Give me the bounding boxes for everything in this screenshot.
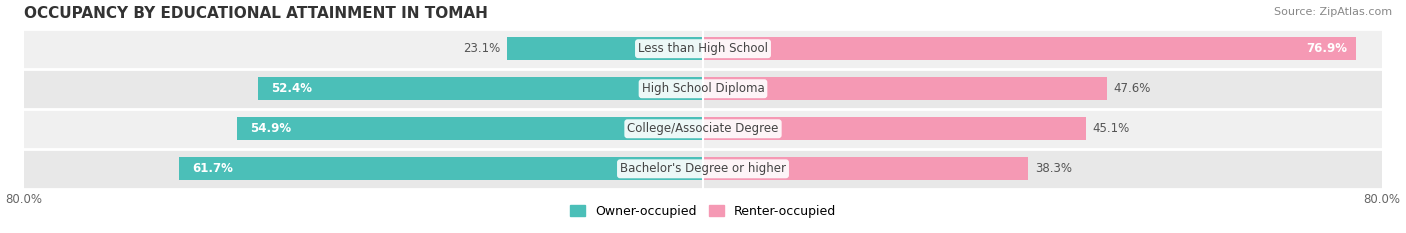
Text: 23.1%: 23.1% [463, 42, 501, 55]
Text: Bachelor's Degree or higher: Bachelor's Degree or higher [620, 162, 786, 175]
Bar [703, 157, 1028, 180]
Text: College/Associate Degree: College/Associate Degree [627, 122, 779, 135]
Bar [259, 77, 703, 100]
Bar [180, 157, 703, 180]
Bar [703, 37, 1355, 60]
Text: 52.4%: 52.4% [271, 82, 312, 95]
Bar [703, 117, 1085, 140]
Bar [24, 69, 1382, 109]
Text: Less than High School: Less than High School [638, 42, 768, 55]
Text: OCCUPANCY BY EDUCATIONAL ATTAINMENT IN TOMAH: OCCUPANCY BY EDUCATIONAL ATTAINMENT IN T… [24, 6, 488, 21]
Text: High School Diploma: High School Diploma [641, 82, 765, 95]
Bar [238, 117, 703, 140]
Bar [508, 37, 703, 60]
Bar [24, 109, 1382, 149]
Text: 76.9%: 76.9% [1306, 42, 1347, 55]
Bar [24, 149, 1382, 189]
Bar [24, 29, 1382, 69]
Text: 61.7%: 61.7% [193, 162, 233, 175]
Bar [703, 77, 1107, 100]
Text: 45.1%: 45.1% [1092, 122, 1130, 135]
Legend: Owner-occupied, Renter-occupied: Owner-occupied, Renter-occupied [565, 200, 841, 223]
Text: Source: ZipAtlas.com: Source: ZipAtlas.com [1274, 7, 1392, 17]
Text: 54.9%: 54.9% [250, 122, 291, 135]
Text: 38.3%: 38.3% [1035, 162, 1071, 175]
Text: 47.6%: 47.6% [1114, 82, 1152, 95]
